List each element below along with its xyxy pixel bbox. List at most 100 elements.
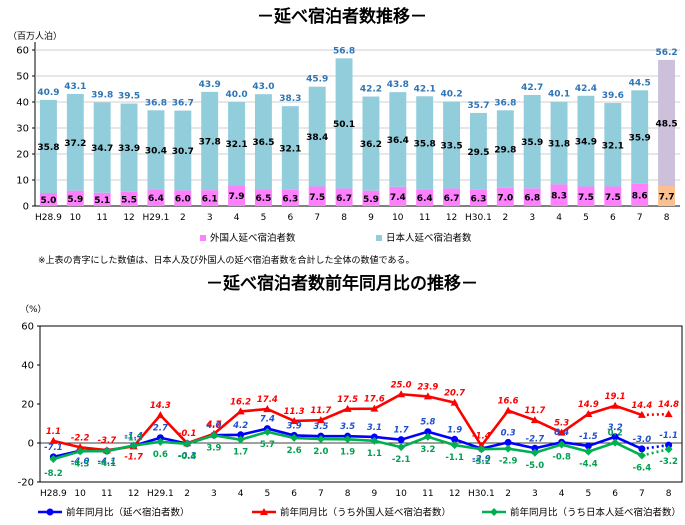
line-red-data-label: -3.7 <box>98 436 117 446</box>
line-green-marker <box>611 438 620 447</box>
line-blue-marker <box>451 435 459 443</box>
line-red-marker <box>156 411 165 419</box>
line-red-data-label: 14.8 <box>658 400 679 410</box>
line-green-data-label: 3.2 <box>420 445 435 455</box>
bar-total-label: 43.0 <box>252 82 274 92</box>
bar-foreign-segment <box>523 188 541 206</box>
bar-foreign-segment <box>631 183 649 206</box>
bar-total-label: 35.7 <box>467 101 489 111</box>
line-blue-data-label: -1.4 <box>124 432 143 442</box>
bar-foreign-segment <box>254 189 272 206</box>
bar-foreign-label: 5.0 <box>40 196 56 206</box>
bar-japanese-label: 35.8 <box>37 143 59 153</box>
legend-green-label: 前年同月比（うち日本人延べ宿泊者数） <box>510 507 681 519</box>
legend-swatch-foreign <box>200 235 206 241</box>
line-blue-data-label: 7.4 <box>260 415 275 425</box>
bar-foreign-label: 8.6 <box>632 191 648 201</box>
bar-japanese-label: 36.2 <box>360 140 382 150</box>
bar-japanese-segment <box>228 102 246 186</box>
legend-red-label: 前年同月比（うち外国人延べ宿泊者数） <box>280 507 451 519</box>
bar-x-tick-label: 10 <box>392 213 404 223</box>
bar-total-label: 40.9 <box>37 88 59 98</box>
line-chart-y-ticks: -20 0 20 40 60 <box>18 322 40 489</box>
line-blue-data-label: -4.0 <box>71 457 90 467</box>
bar-y-tick-label: 40 <box>16 98 29 109</box>
bar-chart-axes <box>34 42 680 207</box>
line-x-tick-label: 12 <box>449 489 460 499</box>
line-green-data-label: 0.6 <box>153 450 168 460</box>
bar-foreign-label: 6.0 <box>175 195 191 205</box>
bar-y-tick-label: 30 <box>16 124 29 135</box>
bar-chart-ylabel: （百万人泊） <box>8 31 62 42</box>
line-green-marker <box>370 436 379 445</box>
legend-label-japanese: 日本人延べ宿泊者数 <box>386 232 472 244</box>
bar-foreign-segment <box>147 189 165 206</box>
line-blue-data-label: 3.5 <box>340 422 355 432</box>
bar-foreign-label: 6.3 <box>282 194 298 204</box>
bar-japanese-segment <box>120 103 138 192</box>
bar-japanese-segment <box>308 86 326 187</box>
bar-foreign-segment <box>120 191 138 206</box>
bar-chart-title: －延べ宿泊者数推移－ <box>257 6 427 27</box>
line-green-data-label: -3.2 <box>472 457 491 467</box>
bar-japanese-label: 32.1 <box>225 140 247 150</box>
line-red-marker <box>504 406 513 414</box>
line-x-tick-label: 10 <box>395 489 407 499</box>
line-red-data-label: 17.4 <box>257 395 278 405</box>
bar-foreign-segment <box>93 192 111 206</box>
line-blue-data-label: 3.5 <box>313 422 328 432</box>
line-blue-data-label: 4.2 <box>232 421 248 431</box>
line-blue-data-label: -1.5 <box>579 432 598 442</box>
line-green-marker <box>504 444 513 453</box>
line-blue-data-label: 3.2 <box>608 423 623 433</box>
bar-foreign-segment <box>577 186 595 206</box>
bar-total-label: 43.1 <box>64 82 86 92</box>
bar-foreign-label: 7.5 <box>578 193 594 203</box>
line-blue-marker <box>611 433 619 441</box>
bar-x-tick-label: 3 <box>207 213 213 223</box>
line-green-data-label: 2.0 <box>313 447 328 457</box>
bar-x-tick-label: 6 <box>287 213 293 223</box>
bar-foreign-label: 7.9 <box>229 192 245 202</box>
line-x-tick-label: H29.1 <box>147 489 174 499</box>
bar-foreign-label: 5.5 <box>121 195 137 205</box>
bar-foreign-segment <box>308 186 326 206</box>
line-blue-data-label: -2.9 <box>472 455 491 465</box>
line-red-marker <box>557 428 566 436</box>
bar-japanese-label: 48.5 <box>655 119 677 129</box>
bar-y-tick-label: 60 <box>16 46 29 57</box>
bar-foreign-segment <box>174 190 192 206</box>
bar-total-label: 42.7 <box>521 83 543 93</box>
line-green-data-label: -2.1 <box>392 455 411 465</box>
line-x-tick-label: 5 <box>586 489 592 499</box>
bar-total-label: 40.0 <box>225 90 247 100</box>
line-green-data-label: -0.8 <box>552 453 571 463</box>
bar-japanese-label: 35.8 <box>414 139 436 149</box>
line-red-data-label: 5.3 <box>554 419 569 429</box>
line-x-tick-label: 4 <box>559 489 565 499</box>
line-red-data-label: 11.7 <box>524 406 545 416</box>
line-blue-data-label: -4.1 <box>98 457 117 467</box>
line-green-data-label: -1.3 <box>124 434 143 444</box>
line-green-marker <box>316 435 325 444</box>
line-green-data-label: 0.2 <box>608 429 623 439</box>
line-blue-data-label: -3.0 <box>633 435 652 445</box>
bar-foreign-segment <box>66 190 84 206</box>
line-green-data-label: -2.9 <box>499 457 518 467</box>
bar-japanese-label: 37.8 <box>199 138 221 148</box>
line-x-tick-label: 6 <box>291 489 297 499</box>
line-green-data-label: -6.4 <box>633 463 652 473</box>
bar-foreign-segment <box>335 188 353 206</box>
line-x-tick-label: 11 <box>101 489 112 499</box>
line-blue-marker <box>504 438 512 446</box>
line-red-marker <box>530 416 539 424</box>
line-chart-legend: 前年同月比（延べ宿泊者数） 前年同月比（うち外国人延べ宿泊者数） 前年同月比（うち日… <box>38 507 681 519</box>
bar-foreign-label: 7.5 <box>309 193 325 203</box>
line-red-marker <box>236 407 245 415</box>
line-red-marker <box>370 404 379 412</box>
line-red-data-label: -0.1 <box>178 429 197 439</box>
line-green-marker <box>183 439 192 448</box>
bar-x-tick-label: 8 <box>664 213 670 223</box>
line-green-marker <box>423 432 432 441</box>
bar-japanese-segment <box>39 99 57 193</box>
